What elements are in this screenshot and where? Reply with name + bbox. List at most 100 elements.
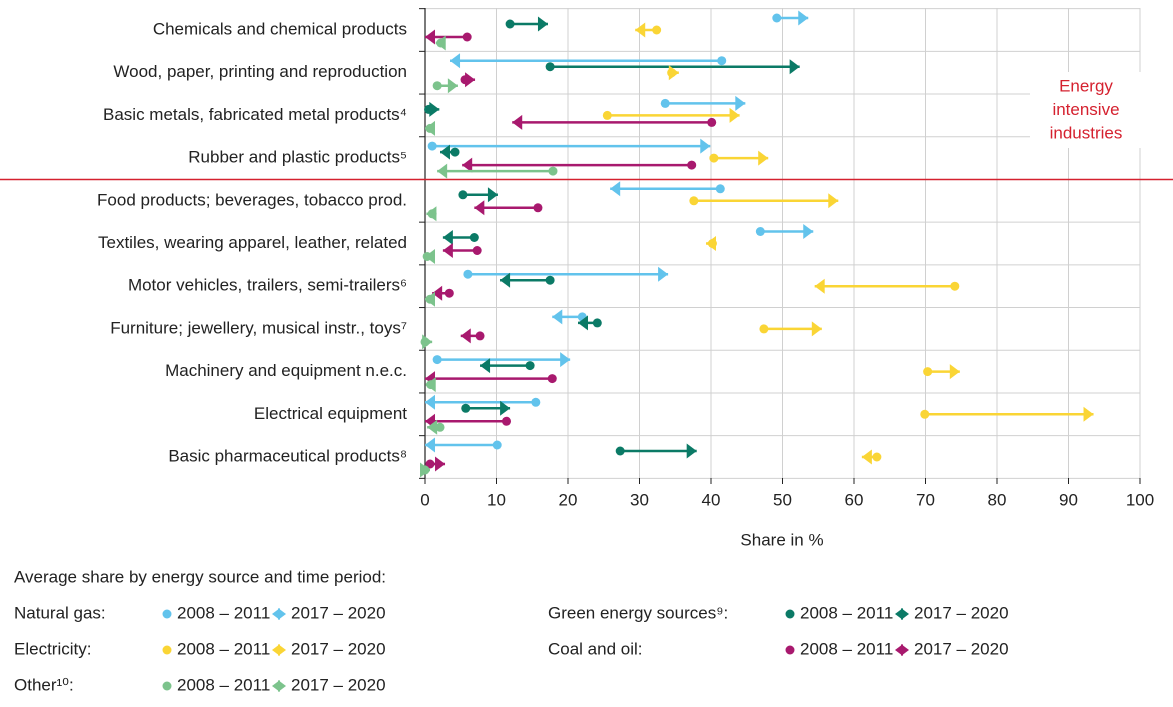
start-dot xyxy=(920,409,930,419)
start-dot xyxy=(652,25,662,35)
legend-dot xyxy=(162,681,172,691)
x-tick-label: 30 xyxy=(630,490,649,509)
x-tick-label: 50 xyxy=(773,490,792,509)
end-arrowhead xyxy=(437,163,448,179)
x-tick-label: 90 xyxy=(1059,490,1078,509)
end-arrowhead xyxy=(440,144,451,160)
start-dot xyxy=(492,440,502,450)
end-arrowhead xyxy=(635,22,646,38)
end-arrowhead xyxy=(735,95,746,111)
end-arrowhead xyxy=(552,309,563,325)
legend-period: 2008 – 2011 xyxy=(177,603,270,622)
legend-label: Green energy sources⁹: xyxy=(548,603,728,622)
legend-period: 2017 – 2020 xyxy=(291,675,386,694)
start-dot xyxy=(545,275,555,285)
start-dot xyxy=(463,269,473,279)
start-dot xyxy=(950,281,960,291)
end-arrowhead xyxy=(425,29,435,45)
legend-label: Electricity: xyxy=(14,639,91,658)
legend-period: 2017 – 2020 xyxy=(914,603,1009,622)
end-arrowhead xyxy=(447,78,458,94)
start-dot xyxy=(502,416,512,426)
end-arrowhead xyxy=(442,230,453,245)
end-arrowhead xyxy=(537,16,548,32)
end-arrowhead xyxy=(460,328,471,344)
category-label: Rubber and plastic products⁵ xyxy=(188,148,407,167)
start-dot xyxy=(475,331,485,341)
start-dot xyxy=(545,62,555,72)
legend-arrow xyxy=(278,608,286,620)
end-arrowhead xyxy=(668,65,679,81)
x-tick-label: 20 xyxy=(559,490,578,509)
legend-period: 2008 – 2011 xyxy=(177,675,270,694)
legend-period: 2017 – 2020 xyxy=(914,639,1009,658)
start-dot xyxy=(759,324,769,334)
end-arrowhead xyxy=(422,334,433,350)
legend-period: 2008 – 2011 xyxy=(800,603,893,622)
start-dot xyxy=(462,32,472,42)
start-dot xyxy=(435,422,445,432)
category-label: Machinery and equipment n.e.c. xyxy=(165,361,407,380)
end-arrowhead xyxy=(512,114,523,130)
category-label: Electrical equipment xyxy=(254,404,407,423)
start-dot xyxy=(687,160,697,170)
end-arrowhead xyxy=(500,272,511,288)
annotation-background xyxy=(1030,72,1142,148)
legend-period: 2008 – 2011 xyxy=(177,639,270,658)
start-dot xyxy=(461,403,471,413)
end-arrowhead xyxy=(814,278,825,294)
start-dot xyxy=(505,19,515,29)
annotation: intensive xyxy=(1052,100,1119,119)
end-arrowhead xyxy=(729,107,740,123)
start-dot xyxy=(592,318,602,328)
category-label: Wood, paper, printing and reproduction xyxy=(113,62,407,81)
end-arrowhead xyxy=(450,53,461,69)
category-label: Chemicals and chemical products xyxy=(153,19,407,38)
end-arrowhead xyxy=(949,364,960,380)
category-label: Basic pharmaceutical products⁸ xyxy=(168,446,407,465)
end-arrowhead xyxy=(861,449,872,465)
end-arrowhead xyxy=(465,72,476,88)
end-arrowhead xyxy=(487,187,498,203)
category-label: Basic metals, fabricated metal products⁴ xyxy=(103,105,407,124)
end-arrowhead xyxy=(426,206,437,222)
start-dot xyxy=(531,397,541,407)
start-dot xyxy=(660,98,670,108)
end-arrowhead xyxy=(425,377,436,393)
legend-dot xyxy=(785,645,795,655)
end-arrowhead xyxy=(435,456,446,472)
start-dot xyxy=(458,190,468,200)
category-label: Textiles, wearing apparel, leather, rela… xyxy=(98,233,407,252)
end-arrowhead xyxy=(610,181,621,197)
start-dot xyxy=(709,153,719,163)
legend-label: Coal and oil: xyxy=(548,639,643,658)
category-label: Furniture; jewellery, musical instr., to… xyxy=(110,318,407,337)
x-tick-label: 60 xyxy=(845,490,864,509)
x-axis-label: Share in % xyxy=(740,530,823,549)
end-arrowhead xyxy=(500,400,511,416)
legend-dot xyxy=(162,609,172,619)
legend-period: 2008 – 2011 xyxy=(800,639,893,658)
end-arrowhead xyxy=(1083,406,1094,422)
end-arrowhead xyxy=(462,157,473,173)
category-label: Food products; beverages, tobacco prod. xyxy=(97,190,407,209)
end-arrowhead xyxy=(427,419,438,435)
legend-dot xyxy=(785,609,795,619)
start-dot xyxy=(923,367,933,377)
end-arrowhead xyxy=(789,59,800,75)
start-dot xyxy=(533,203,543,213)
end-arrowhead xyxy=(425,120,435,136)
start-dot xyxy=(469,233,479,242)
start-dot xyxy=(548,166,558,176)
end-arrowhead xyxy=(705,236,716,251)
end-arrowhead xyxy=(758,150,769,166)
legend-arrow xyxy=(278,644,286,656)
start-dot xyxy=(425,459,435,469)
end-arrowhead xyxy=(578,315,589,331)
x-tick-label: 80 xyxy=(988,490,1007,509)
end-arrowhead xyxy=(420,462,431,478)
end-arrowhead xyxy=(798,10,809,26)
end-arrowhead xyxy=(658,266,669,282)
category-label: Motor vehicles, trailers, semi-trailers⁶ xyxy=(128,276,407,295)
